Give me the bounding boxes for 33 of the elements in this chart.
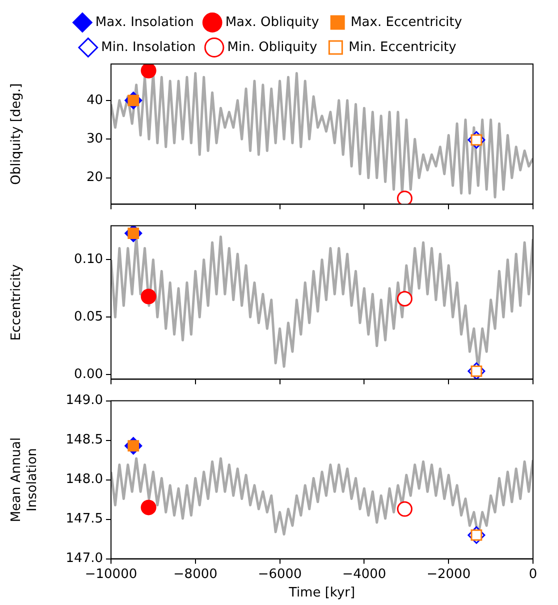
point: [396, 190, 412, 204]
y-axis-title: Mean Annual Insolation: [9, 437, 40, 522]
y-tick-label: 149.0: [66, 393, 103, 408]
y-tick-label: 148.5: [66, 432, 103, 448]
legend-label: Max. Obliquity: [225, 14, 320, 30]
legend-label: Max. Insolation: [95, 14, 194, 30]
y-tick-label: 147.5: [66, 512, 103, 527]
x-tick-label: −6000: [258, 566, 302, 582]
y-axis-title: Eccentricity: [9, 264, 24, 341]
y-tick-label: 0.00: [74, 366, 103, 382]
y-tick-label: 20: [86, 170, 103, 186]
y-axis-title: Obliquity [deg.]: [9, 83, 24, 185]
x-tick-label: 0: [528, 566, 538, 582]
y-tick-label: 147.0: [66, 551, 103, 566]
y-tick-label: 148.0: [66, 472, 103, 488]
y-tick-label: 0.05: [74, 310, 103, 325]
x-axis-title: Time [kyr]: [288, 586, 356, 601]
x-tick-label: −8000: [173, 566, 218, 582]
point: [140, 500, 156, 516]
point: [396, 501, 412, 517]
point: [140, 288, 156, 304]
legend-label: Max. Eccentricity: [350, 14, 462, 30]
point: [396, 291, 412, 307]
legend-label: Min. Insolation: [101, 40, 196, 55]
y-tick-label: 0.10: [74, 252, 103, 268]
point: [140, 64, 156, 78]
x-tick-label: −10000: [84, 566, 138, 582]
legend-label: Min. Obliquity: [227, 40, 318, 55]
y-tick-label: 40: [86, 92, 103, 108]
x-tick-label: −4000: [342, 566, 386, 582]
legend-label: Min. Eccentricity: [348, 40, 457, 55]
y-tick-label: 30: [86, 132, 103, 147]
x-tick-label: −2000: [426, 566, 471, 582]
